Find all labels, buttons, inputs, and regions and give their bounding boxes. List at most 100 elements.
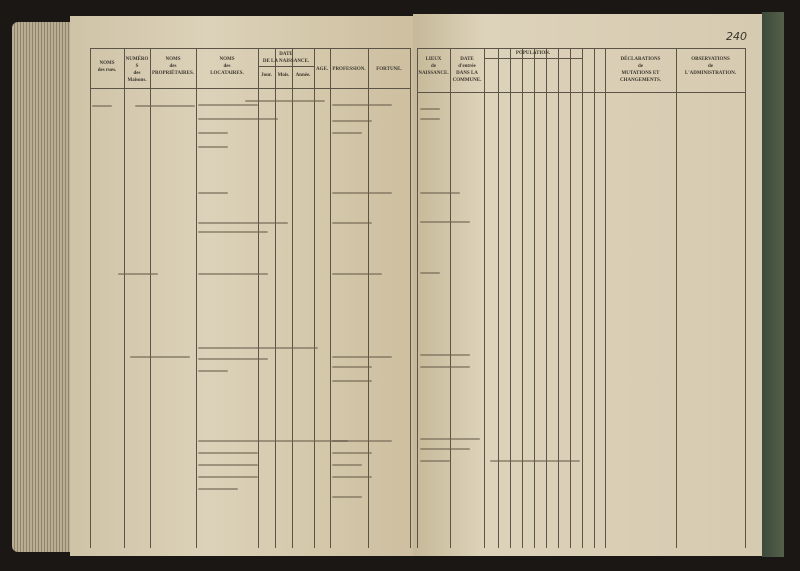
header-date_entree: DATE d'entrée DANS LA COMMUNE.	[450, 56, 484, 84]
header-declarations: DÉCLARATIONS de MUTATIONS ET CHANGEMENTS.	[605, 56, 676, 84]
header-line: NOMS	[165, 57, 181, 62]
header-line: des	[169, 64, 177, 69]
handwritten-entry	[332, 192, 392, 194]
handwritten-entry	[198, 192, 228, 194]
handwritten-entry	[198, 146, 228, 148]
header-lieux: LIEUX de NAISSANCE.	[417, 56, 450, 77]
handwritten-entry	[198, 104, 258, 106]
header-line: DE LA NAISSANCE.	[262, 59, 310, 64]
header-line: NAISSANCE.	[418, 71, 449, 76]
header-annee: Année.	[292, 72, 314, 79]
header-age: AGE.	[314, 66, 330, 73]
column-rule	[124, 48, 125, 548]
header-line: LOCATAIRES.	[210, 71, 244, 76]
handwritten-entry	[332, 366, 372, 368]
handwritten-entry	[332, 476, 372, 478]
header-line: PROPRIÉTAIRES.	[152, 71, 194, 76]
handwritten-entry	[332, 222, 372, 224]
handwritten-entry	[420, 354, 470, 356]
header-line: Mois.	[277, 73, 290, 78]
column-rule	[150, 48, 151, 548]
handwritten-entry	[198, 347, 318, 349]
handwritten-entry	[332, 273, 382, 275]
header-top-rule	[417, 48, 745, 49]
column-rule	[314, 48, 315, 548]
handwritten-entry	[198, 488, 238, 490]
date-subheader-rule	[258, 66, 314, 67]
column-rule	[258, 48, 259, 548]
column-rule	[605, 48, 606, 548]
handwritten-entry	[332, 104, 392, 106]
handwritten-entry	[332, 356, 392, 358]
handwritten-entry	[198, 440, 348, 442]
header-locataires: NOMS des LOCATAIRES.	[196, 56, 258, 77]
handwritten-entry	[332, 452, 372, 454]
header-line: NOMS	[219, 57, 235, 62]
left-page	[70, 16, 415, 556]
handwritten-entry	[420, 438, 480, 440]
header-profession: PROFESSION.	[330, 66, 368, 73]
header-line: L'ADMINISTRATION.	[684, 71, 737, 76]
handwritten-entry	[198, 476, 258, 478]
handwritten-entry	[198, 452, 258, 454]
header-line: des	[223, 64, 231, 69]
header-population: POPULATION.	[484, 50, 582, 57]
header-line: MUTATIONS ET CHANGEMENTS.	[620, 71, 661, 83]
header-line: DATE	[279, 52, 293, 57]
column-rule	[410, 48, 411, 548]
handwritten-entry	[332, 440, 392, 442]
header-mois: Mois.	[275, 72, 292, 79]
handwritten-entry	[198, 231, 268, 233]
handwritten-entry	[332, 132, 362, 134]
header-line: LIEUX	[425, 57, 442, 62]
column-rule	[196, 48, 197, 548]
header-line: DANS LA COMMUNE.	[452, 71, 482, 83]
header-line: Jour.	[261, 73, 272, 78]
header-line: NOMS	[99, 61, 115, 66]
header-line: DÉCLARATIONS	[620, 57, 661, 62]
handwritten-entry	[420, 118, 440, 120]
handwritten-entry	[420, 460, 450, 462]
right-page: 240	[413, 14, 765, 556]
handwritten-entry	[332, 464, 362, 466]
header-line: des rues.	[97, 68, 117, 73]
handwritten-entry	[198, 273, 268, 275]
handwritten-entry	[135, 105, 195, 107]
column-rule	[582, 48, 583, 548]
handwritten-entry	[332, 496, 362, 498]
header-rues: NOMS des rues.	[90, 60, 124, 74]
header-proprietaires: NOMS des PROPRIÉTAIRES.	[150, 56, 196, 77]
header-line: OBSERVATIONS	[691, 57, 730, 62]
handwritten-entry	[245, 100, 325, 102]
column-rule	[745, 48, 746, 548]
page-stack-edge	[12, 22, 80, 552]
header-line: des Maisons.	[127, 71, 147, 83]
handwritten-entry	[198, 358, 268, 360]
handwritten-entry	[198, 118, 278, 120]
header-line: d'entrée	[458, 64, 476, 69]
column-rule	[546, 48, 547, 548]
column-rule	[368, 48, 369, 548]
column-rule	[417, 48, 418, 548]
header-date: DATE DE LA NAISSANCE.	[258, 51, 314, 65]
header-top-rule	[90, 48, 410, 49]
header-line: POPULATION.	[515, 51, 551, 56]
column-rule	[450, 48, 451, 548]
handwritten-entry	[332, 120, 372, 122]
handwritten-entry	[420, 221, 470, 223]
header-numeros: NUMÉROS des Maisons.	[124, 56, 150, 84]
header-line: NUMÉROS	[125, 57, 149, 69]
header-line: de	[431, 64, 436, 69]
page-number: 240	[726, 30, 747, 43]
column-rule	[484, 48, 485, 548]
column-rule	[275, 48, 276, 548]
handwritten-entry	[118, 273, 158, 275]
handwritten-entry	[420, 272, 440, 274]
header-line: DATE	[460, 57, 474, 62]
handwritten-entry	[420, 366, 470, 368]
header-line: de	[638, 64, 643, 69]
handwritten-entry	[198, 370, 228, 372]
header-line: Année.	[295, 73, 311, 78]
handwritten-entry	[198, 132, 228, 134]
header-fortune: FORTUNE.	[368, 66, 410, 73]
